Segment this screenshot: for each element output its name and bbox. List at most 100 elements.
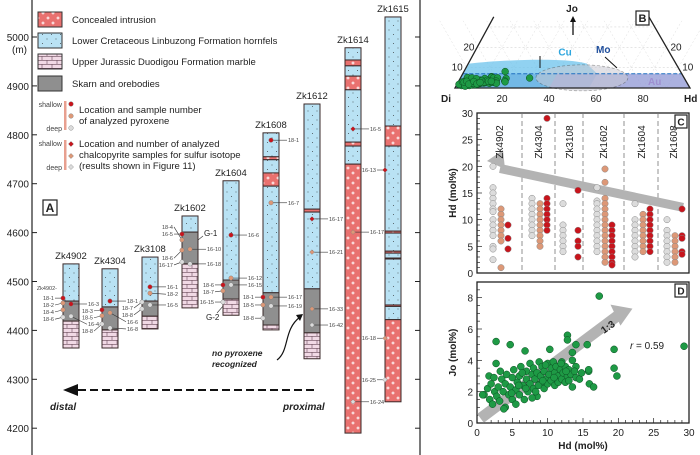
sample-label: 16-15 bbox=[248, 283, 262, 289]
data-point-mid bbox=[601, 258, 609, 266]
sample-marker bbox=[187, 261, 193, 267]
y-tick-label: 25 bbox=[462, 136, 474, 147]
sample-marker bbox=[60, 314, 66, 320]
axis-unit-label: (m) bbox=[12, 45, 27, 56]
drillhole-zk1608: Zk1608 18-1 16-7 18-1 18-5 18-8 16-17 16-19 bbox=[243, 120, 302, 331]
legend-shallow-label: shallow bbox=[39, 141, 63, 148]
drillhole-name: Zk1602 bbox=[174, 203, 206, 214]
data-point bbox=[531, 387, 540, 396]
data-point-shallow bbox=[678, 250, 686, 258]
x-tick-label: 10 bbox=[542, 428, 554, 439]
arrow-head bbox=[296, 314, 303, 321]
sample-marker bbox=[187, 246, 193, 252]
arrow-head bbox=[570, 16, 576, 22]
data-point bbox=[509, 365, 518, 374]
data-point bbox=[538, 376, 547, 385]
legend-chalcopyrite-marker-deep bbox=[68, 164, 74, 170]
data-point bbox=[568, 348, 577, 357]
mo-field bbox=[535, 64, 629, 92]
sample-marker bbox=[382, 335, 388, 341]
ternary-tick-label: 60 bbox=[590, 94, 602, 105]
drillhole-layer bbox=[384, 319, 402, 403]
data-point-deep bbox=[489, 245, 497, 253]
sample-marker bbox=[139, 299, 145, 305]
drillhole-layer bbox=[344, 145, 362, 165]
data-point-shallow bbox=[574, 253, 582, 261]
x-tick-label: 5 bbox=[510, 428, 516, 439]
data-point-deep bbox=[559, 248, 567, 256]
legend-label-hornfels: Lower Cretaceous Linbuzong Formation hor… bbox=[72, 36, 278, 47]
drillhole-name: Zk1614 bbox=[337, 35, 369, 46]
data-point-shallow bbox=[574, 242, 582, 250]
ternary-data-point bbox=[476, 78, 484, 87]
sample-label: 16-10 bbox=[207, 247, 221, 253]
y-axis-label: Jo (mol%) bbox=[448, 329, 459, 377]
drillhole-layer bbox=[101, 329, 119, 349]
drillhole-layer bbox=[344, 75, 362, 91]
drillhole-layer bbox=[384, 125, 402, 147]
sample-label: 16-25 bbox=[362, 378, 376, 384]
ternary-side-tick-label: 20 bbox=[671, 42, 683, 53]
data-point bbox=[610, 345, 618, 354]
data-point bbox=[478, 391, 487, 399]
sample-label: 16-8 bbox=[127, 327, 138, 333]
sample-label: 16-17 bbox=[329, 217, 343, 223]
axis-tick-label: 4600 bbox=[7, 229, 30, 240]
sample-label: 16-33 bbox=[329, 307, 343, 313]
data-point-deep bbox=[528, 232, 536, 240]
data-point bbox=[570, 367, 579, 376]
legend-pyroxene-marker-mid bbox=[68, 113, 74, 119]
data-point-deep bbox=[559, 200, 567, 208]
no-pyroxene-note: no pyroxene bbox=[212, 348, 263, 358]
axis-tick-label: 4800 bbox=[7, 131, 30, 142]
sample-leader-line bbox=[173, 226, 183, 241]
data-point bbox=[514, 381, 523, 390]
arrow-head bbox=[63, 384, 78, 396]
sample-label: 16-12 bbox=[248, 276, 262, 282]
sample-marker bbox=[179, 259, 185, 265]
ternary-outline bbox=[453, 16, 692, 89]
x-axis-label: Hd (mol%) bbox=[558, 441, 607, 452]
data-point bbox=[528, 394, 536, 402]
data-point-deep bbox=[663, 258, 671, 266]
drillhole-layer bbox=[344, 89, 362, 143]
sample-label: 16-17 bbox=[159, 263, 173, 269]
data-point-shallow bbox=[646, 248, 654, 256]
ternary-data-point bbox=[525, 74, 534, 82]
data-point bbox=[490, 373, 498, 382]
data-point bbox=[613, 372, 621, 380]
data-point bbox=[507, 389, 516, 397]
legend-swatch-marble bbox=[37, 53, 63, 70]
data-point-shallow bbox=[543, 226, 551, 234]
y-tick-label: 10 bbox=[462, 216, 474, 227]
sample-label: 16-15 bbox=[200, 300, 214, 306]
sample-label: 16-3 bbox=[88, 302, 99, 308]
depth-gradient-bar bbox=[64, 140, 67, 170]
panel-label-c: C bbox=[677, 118, 684, 129]
legend-chalcopyrite-text: (results shown in Figure 11) bbox=[79, 161, 196, 172]
data-point bbox=[563, 336, 572, 344]
sample-marker bbox=[309, 322, 315, 328]
sample-marker bbox=[179, 237, 185, 243]
drillhole-layer bbox=[62, 320, 80, 349]
sample-marker bbox=[60, 295, 66, 301]
legend-pyroxene-marker-shallow bbox=[68, 101, 74, 107]
data-point bbox=[496, 367, 505, 376]
data-point-shallow bbox=[543, 114, 551, 122]
sample-marker bbox=[107, 298, 113, 304]
legend-swatch-hornfels bbox=[37, 32, 63, 49]
sample-marker bbox=[179, 247, 185, 253]
drillhole-name: Zk1604 bbox=[215, 168, 247, 179]
sample-label: 18-1 bbox=[127, 299, 138, 305]
distal-label: distal bbox=[50, 402, 76, 413]
data-point-deep bbox=[593, 248, 601, 256]
data-point-mid bbox=[639, 248, 647, 256]
axis-tick-label: 4900 bbox=[7, 82, 30, 93]
sample-label: 16-18 bbox=[207, 262, 221, 268]
data-point bbox=[515, 391, 524, 399]
sample-label: 16-42 bbox=[329, 323, 343, 329]
sample-marker bbox=[260, 294, 266, 300]
sample-label: 18-8 bbox=[82, 329, 93, 335]
data-point-mid bbox=[601, 178, 609, 186]
